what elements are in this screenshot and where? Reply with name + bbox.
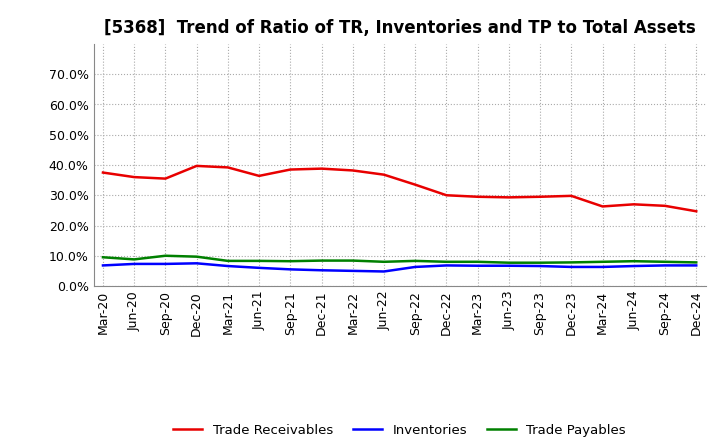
Trade Receivables bbox=[661, 203, 670, 209]
Trade Receivables bbox=[130, 174, 138, 180]
Inventories bbox=[473, 263, 482, 268]
Trade Receivables bbox=[473, 194, 482, 199]
Legend: Trade Receivables, Inventories, Trade Payables: Trade Receivables, Inventories, Trade Pa… bbox=[168, 418, 631, 440]
Inventories bbox=[442, 263, 451, 268]
Inventories bbox=[130, 261, 138, 267]
Inventories bbox=[99, 263, 107, 268]
Trade Payables bbox=[379, 259, 388, 264]
Inventories bbox=[411, 264, 420, 270]
Inventories bbox=[567, 264, 576, 270]
Title: [5368]  Trend of Ratio of TR, Inventories and TP to Total Assets: [5368] Trend of Ratio of TR, Inventories… bbox=[104, 19, 696, 37]
Inventories bbox=[192, 260, 201, 266]
Trade Payables bbox=[567, 260, 576, 265]
Inventories bbox=[629, 264, 638, 269]
Inventories bbox=[286, 267, 294, 272]
Line: Trade Payables: Trade Payables bbox=[103, 256, 696, 263]
Trade Payables bbox=[473, 259, 482, 264]
Trade Payables bbox=[318, 258, 326, 263]
Trade Receivables bbox=[348, 168, 357, 173]
Trade Receivables bbox=[629, 202, 638, 207]
Trade Receivables bbox=[692, 209, 701, 214]
Trade Payables bbox=[223, 258, 232, 264]
Trade Receivables bbox=[223, 165, 232, 170]
Trade Payables bbox=[411, 258, 420, 264]
Trade Receivables bbox=[379, 172, 388, 177]
Inventories bbox=[223, 264, 232, 269]
Line: Inventories: Inventories bbox=[103, 263, 696, 271]
Trade Payables bbox=[161, 253, 170, 258]
Inventories bbox=[379, 269, 388, 274]
Trade Payables bbox=[442, 259, 451, 264]
Trade Payables bbox=[692, 260, 701, 265]
Inventories bbox=[505, 263, 513, 268]
Trade Receivables bbox=[411, 182, 420, 187]
Trade Payables bbox=[255, 258, 264, 264]
Trade Payables bbox=[661, 259, 670, 264]
Trade Payables bbox=[536, 260, 544, 265]
Trade Receivables bbox=[286, 167, 294, 172]
Trade Receivables bbox=[598, 204, 607, 209]
Trade Payables bbox=[99, 255, 107, 260]
Trade Payables bbox=[130, 257, 138, 262]
Trade Payables bbox=[505, 260, 513, 265]
Trade Receivables bbox=[567, 193, 576, 198]
Trade Receivables bbox=[99, 170, 107, 175]
Trade Receivables bbox=[442, 193, 451, 198]
Inventories bbox=[661, 263, 670, 268]
Inventories bbox=[348, 268, 357, 274]
Line: Trade Receivables: Trade Receivables bbox=[103, 166, 696, 211]
Inventories bbox=[161, 261, 170, 267]
Inventories bbox=[536, 264, 544, 269]
Inventories bbox=[255, 265, 264, 271]
Trade Payables bbox=[192, 254, 201, 259]
Trade Payables bbox=[348, 258, 357, 263]
Inventories bbox=[598, 264, 607, 270]
Trade Receivables bbox=[536, 194, 544, 199]
Inventories bbox=[318, 268, 326, 273]
Trade Receivables bbox=[318, 166, 326, 171]
Inventories bbox=[692, 263, 701, 268]
Trade Payables bbox=[286, 259, 294, 264]
Trade Receivables bbox=[505, 195, 513, 200]
Trade Receivables bbox=[192, 163, 201, 169]
Trade Payables bbox=[629, 259, 638, 264]
Trade Payables bbox=[598, 259, 607, 264]
Trade Receivables bbox=[255, 173, 264, 179]
Trade Receivables bbox=[161, 176, 170, 181]
